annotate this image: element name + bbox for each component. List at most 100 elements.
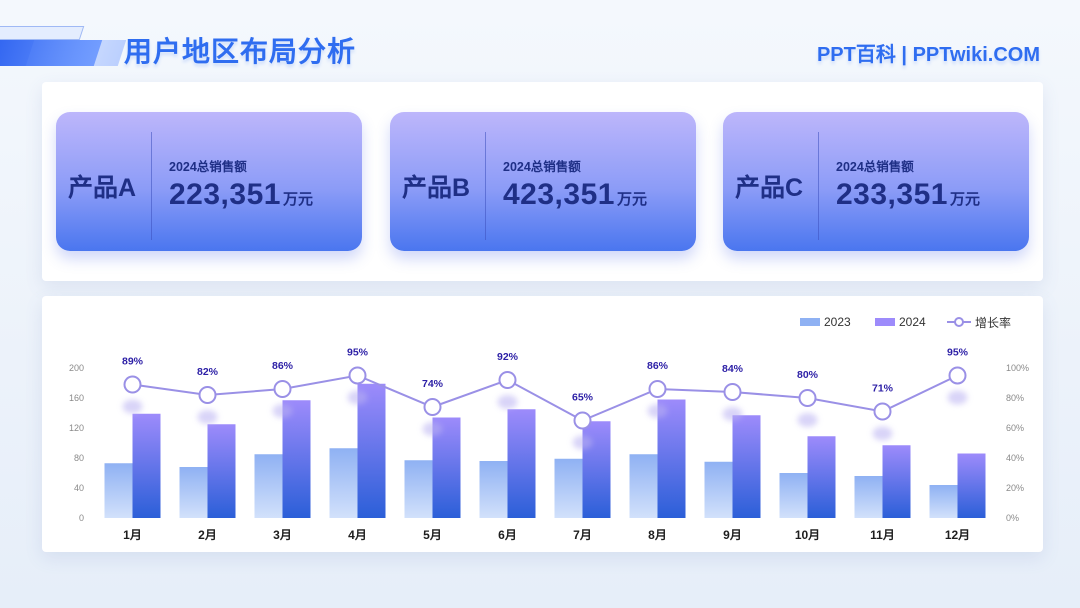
bar-2023 [779, 473, 808, 518]
growth-rate-marker [873, 402, 892, 421]
y2-axis-tick-label: 60% [1006, 423, 1024, 433]
product-card-a: 产品A 2024总销售额 223,351 万元 [56, 112, 362, 251]
x-axis-tick-label: 12月 [945, 528, 970, 542]
product-card-b: 产品B 2024总销售额 423,351 万元 [390, 112, 696, 251]
legend-swatch-2024 [875, 318, 895, 326]
y-axis-tick-label: 120 [69, 423, 84, 433]
x-axis-tick-label: 3月 [273, 528, 292, 542]
growth-rate-label: 71% [872, 383, 894, 395]
bar-2024 [582, 421, 611, 518]
product-name: 产品C [735, 174, 804, 202]
legend-label-growth: 增长率 [975, 315, 1011, 330]
x-axis-tick-label: 10月 [795, 528, 820, 542]
bar-2023 [854, 476, 883, 518]
y-axis-tick-label: 40 [74, 483, 84, 493]
growth-rate-marker [348, 366, 367, 385]
bar-2023 [179, 467, 208, 518]
bar-2023 [104, 463, 133, 518]
sales-label: 2024总销售额 [169, 160, 247, 174]
legend-swatch-marker [954, 317, 964, 327]
bar-2023 [554, 458, 583, 518]
bar-2023 [254, 454, 283, 518]
growth-rate-label: 86% [272, 360, 294, 372]
bar-2023 [704, 461, 733, 518]
page-title: 用户地区布局分析 [124, 36, 357, 67]
growth-rate-line [132, 374, 958, 422]
growth-rate-marker [723, 383, 742, 401]
marker-shadow [572, 435, 593, 450]
x-axis-tick-label: 9月 [723, 528, 742, 542]
bar-2024 [882, 445, 911, 518]
marker-shadow [647, 404, 668, 418]
growth-rate-marker [948, 366, 967, 385]
marker-shadow [272, 404, 293, 418]
summary-panel: 产品A 2024总销售额 223,351 万元 产品B 2024总销售额 423,… [42, 82, 1043, 281]
growth-rate-label: 82% [197, 366, 219, 378]
marker-shadow [722, 407, 743, 421]
sales-number: 223,351 [169, 178, 281, 211]
growth-rate-marker [498, 371, 517, 389]
product-card-c: 产品C 2024总销售额 233,351 万元 [723, 112, 1029, 251]
marker-shadow [197, 410, 218, 424]
sales-value: 223,351 万元 [169, 178, 313, 212]
bar-2023 [404, 460, 433, 518]
y-axis-tick-label: 0 [79, 513, 84, 523]
growth-rate-label: 86% [647, 360, 669, 372]
x-axis-tick-label: 6月 [498, 528, 517, 542]
y2-axis-tick-label: 0% [1006, 513, 1019, 523]
bar-2024 [207, 424, 236, 518]
product-name: 产品B [402, 174, 471, 202]
y2-axis-tick-label: 40% [1006, 453, 1024, 463]
sales-number: 423,351 [503, 178, 615, 211]
bar-2023 [629, 454, 658, 518]
bar-2023 [929, 485, 958, 518]
bar-2024 [507, 409, 536, 518]
x-axis-tick-label: 2月 [198, 528, 217, 542]
bar-2024 [732, 415, 761, 518]
legend-label-2024: 2024 [899, 315, 926, 329]
marker-shadow [122, 399, 143, 414]
sales-unit: 万元 [949, 191, 980, 208]
brand-watermark: PPT百科 | PPTwiki.COM [816, 44, 1040, 66]
growth-rate-marker [423, 398, 442, 416]
x-axis-tick-label: 8月 [648, 528, 667, 542]
card-divider [151, 132, 152, 240]
marker-shadow [497, 395, 518, 409]
sales-unit: 万元 [616, 191, 647, 208]
bar-2024 [132, 413, 161, 518]
bar-2024 [657, 399, 686, 518]
y2-axis-tick-label: 100% [1006, 363, 1029, 373]
sales-value: 233,351 万元 [836, 178, 980, 212]
card-divider [485, 132, 486, 240]
growth-rate-marker [123, 375, 142, 394]
x-axis-tick-label: 1月 [123, 528, 142, 542]
bar-2024 [807, 436, 836, 518]
chart-legend: 2023 2024 增长率 [800, 315, 1011, 330]
growth-rate-label: 95% [947, 347, 969, 359]
growth-rate-marker [273, 380, 292, 398]
growth-rate-marker [573, 411, 592, 430]
growth-rate-label: 92% [497, 351, 519, 363]
y2-axis-tick-label: 80% [1006, 393, 1024, 403]
y-axis-tick-label: 80 [74, 453, 84, 463]
sales-label: 2024总销售额 [836, 160, 914, 174]
product-name: 产品A [68, 174, 137, 202]
sales-number: 233,351 [836, 178, 948, 211]
growth-rate-marker [648, 380, 667, 398]
marker-shadow [947, 390, 968, 405]
card-divider [818, 132, 819, 240]
marker-shadow [347, 390, 368, 405]
growth-rate-label: 74% [422, 378, 444, 390]
growth-rate-label: 80% [797, 369, 819, 381]
x-axis-tick-label: 11月 [870, 528, 895, 542]
growth-rate-label: 89% [122, 356, 144, 368]
growth-rate-marker [198, 386, 217, 404]
legend-label-2023: 2023 [824, 315, 851, 329]
marker-shadow [797, 413, 818, 427]
growth-rate-label: 95% [347, 347, 369, 359]
x-axis-tick-label: 4月 [348, 528, 367, 542]
bar-2023 [479, 461, 508, 518]
bar-2023 [329, 448, 358, 518]
y-axis-tick-label: 160 [69, 393, 84, 403]
